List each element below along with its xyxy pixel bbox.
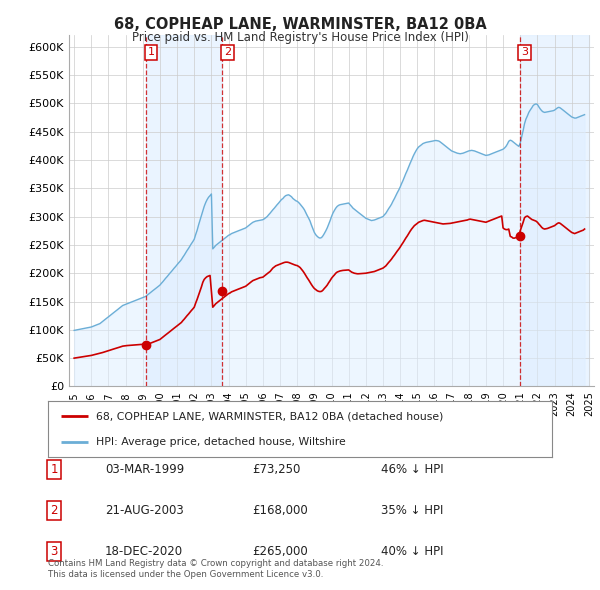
Text: HPI: Average price, detached house, Wiltshire: HPI: Average price, detached house, Wilt… bbox=[96, 437, 346, 447]
Bar bbox=[520, 35, 589, 386]
Text: 2: 2 bbox=[50, 504, 58, 517]
Bar bbox=[146, 35, 223, 386]
Text: 2: 2 bbox=[224, 47, 231, 57]
Text: 68, COPHEAP LANE, WARMINSTER, BA12 0BA: 68, COPHEAP LANE, WARMINSTER, BA12 0BA bbox=[113, 17, 487, 31]
Text: 68, COPHEAP LANE, WARMINSTER, BA12 0BA (detached house): 68, COPHEAP LANE, WARMINSTER, BA12 0BA (… bbox=[96, 411, 443, 421]
Text: 3: 3 bbox=[521, 47, 528, 57]
Text: 18-DEC-2020: 18-DEC-2020 bbox=[105, 545, 183, 558]
Text: 21-AUG-2003: 21-AUG-2003 bbox=[105, 504, 184, 517]
Text: 03-MAR-1999: 03-MAR-1999 bbox=[105, 463, 184, 476]
Text: £73,250: £73,250 bbox=[252, 463, 301, 476]
Text: 46% ↓ HPI: 46% ↓ HPI bbox=[381, 463, 443, 476]
Text: 1: 1 bbox=[50, 463, 58, 476]
Text: 1: 1 bbox=[148, 47, 154, 57]
Text: 3: 3 bbox=[50, 545, 58, 558]
Text: 35% ↓ HPI: 35% ↓ HPI bbox=[381, 504, 443, 517]
Text: £168,000: £168,000 bbox=[252, 504, 308, 517]
Text: £265,000: £265,000 bbox=[252, 545, 308, 558]
Text: Contains HM Land Registry data © Crown copyright and database right 2024.
This d: Contains HM Land Registry data © Crown c… bbox=[48, 559, 383, 579]
Text: Price paid vs. HM Land Registry's House Price Index (HPI): Price paid vs. HM Land Registry's House … bbox=[131, 31, 469, 44]
Text: 40% ↓ HPI: 40% ↓ HPI bbox=[381, 545, 443, 558]
